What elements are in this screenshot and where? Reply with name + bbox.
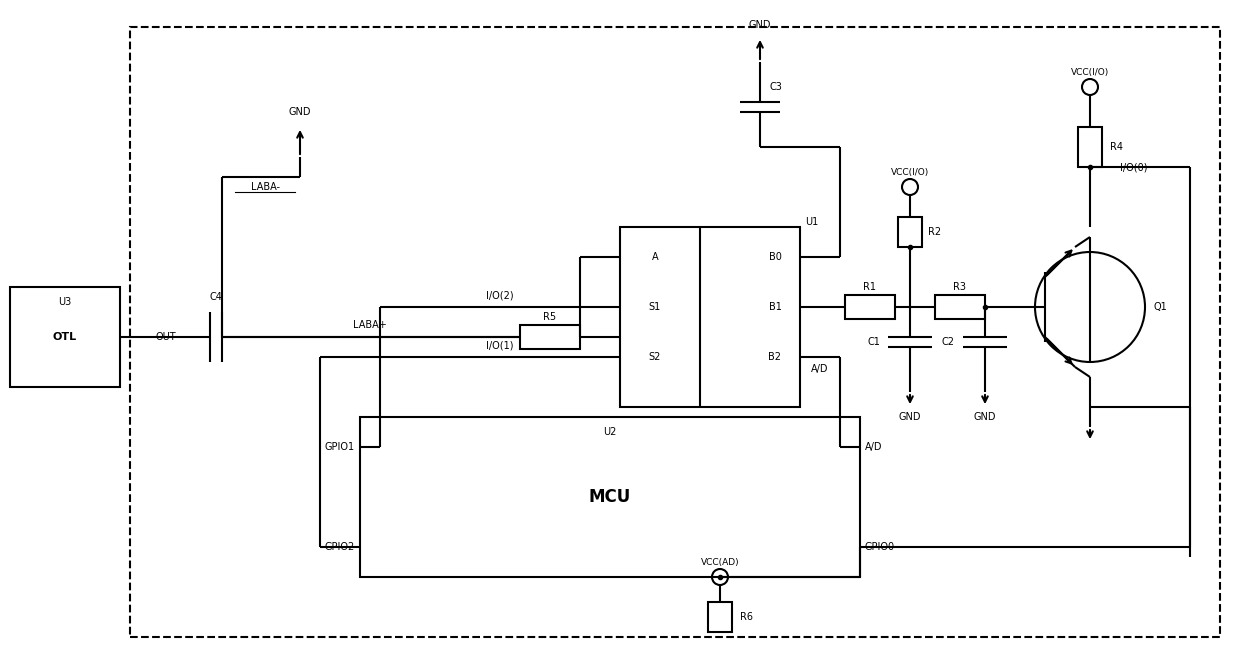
Text: GND: GND [289, 107, 311, 117]
Text: R1: R1 [863, 282, 877, 292]
Bar [1078, 127, 1102, 167]
Text: LABA-: LABA- [250, 182, 279, 192]
Text: S2: S2 [649, 352, 661, 362]
Text: OUT: OUT [155, 332, 176, 342]
Text: A/D: A/D [811, 364, 828, 374]
Text: VCC(I/O): VCC(I/O) [890, 168, 929, 177]
Bar [360, 417, 861, 577]
Bar [844, 295, 895, 319]
Text: R2: R2 [928, 227, 941, 237]
Text: R4: R4 [1110, 142, 1123, 152]
Text: C3: C3 [770, 82, 782, 92]
Text: GND: GND [749, 20, 771, 30]
Text: GND: GND [899, 412, 921, 422]
Text: B1: B1 [769, 302, 781, 312]
Text: I/O(0): I/O(0) [1120, 162, 1147, 172]
Text: U2: U2 [604, 427, 616, 437]
Text: I/O(2): I/O(2) [486, 290, 513, 300]
Text: B2: B2 [769, 352, 781, 362]
Text: I/O(1): I/O(1) [486, 340, 513, 350]
Text: C1: C1 [867, 337, 880, 347]
Text: B0: B0 [769, 252, 781, 262]
Bar [130, 27, 1220, 637]
Text: Q1: Q1 [1153, 302, 1167, 312]
Bar [10, 287, 120, 387]
Text: C4: C4 [210, 292, 222, 302]
Text: R6: R6 [740, 612, 753, 622]
Text: A/D: A/D [866, 442, 883, 452]
Text: S1: S1 [649, 302, 661, 312]
Text: MCU: MCU [589, 488, 631, 506]
Bar [520, 325, 580, 349]
Text: U1: U1 [805, 217, 818, 227]
Bar [708, 602, 732, 632]
Text: GND: GND [973, 412, 996, 422]
Text: LABA+: LABA+ [353, 320, 387, 330]
Text: GPIO2: GPIO2 [325, 542, 355, 552]
Bar [898, 217, 923, 247]
Text: R5: R5 [543, 312, 557, 322]
Bar [935, 295, 985, 319]
Text: A: A [652, 252, 658, 262]
Text: R3: R3 [954, 282, 966, 292]
Text: C2: C2 [942, 337, 955, 347]
Bar [620, 227, 800, 407]
Text: U3: U3 [58, 297, 72, 307]
Text: GPIO0: GPIO0 [866, 542, 895, 552]
Text: VCC(AD): VCC(AD) [701, 558, 739, 566]
Text: VCC(I/O): VCC(I/O) [1071, 68, 1109, 76]
Text: GPIO1: GPIO1 [325, 442, 355, 452]
Text: OTL: OTL [53, 332, 77, 342]
